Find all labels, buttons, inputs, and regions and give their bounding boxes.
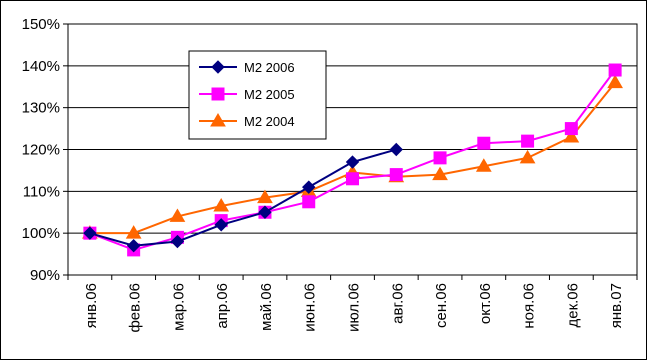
x-tick-label: фев.06 <box>127 283 144 333</box>
legend-marker <box>210 113 226 127</box>
y-tick-label: 90% <box>30 267 60 284</box>
series-m2-2005 <box>83 63 622 257</box>
legend-entry: M2 2005 <box>199 87 295 102</box>
x-tick-label: окт.06 <box>477 283 494 324</box>
data-point <box>608 63 622 77</box>
data-point <box>433 151 447 165</box>
series-m2-2006 <box>83 142 403 253</box>
legend-marker <box>211 60 225 74</box>
y-tick-label: 110% <box>23 183 60 200</box>
y-tick-label: 100% <box>22 225 60 242</box>
series-line <box>89 148 397 247</box>
legend-marker <box>211 87 225 101</box>
data-point <box>563 128 580 143</box>
data-point <box>607 74 623 89</box>
data-point <box>475 158 492 172</box>
data-point <box>519 149 536 164</box>
series <box>82 63 623 257</box>
data-point <box>345 155 360 169</box>
data-point <box>169 208 186 222</box>
x-tick-label: дек.06 <box>564 283 581 328</box>
y-tick-label: 120% <box>22 142 60 159</box>
data-point <box>125 225 142 239</box>
x-tick-label: сен.06 <box>433 283 450 328</box>
y-tick-label: 140% <box>22 58 60 75</box>
data-point <box>170 234 185 249</box>
legend-label: M2 2005 <box>244 87 295 102</box>
x-tick-label: янв.07 <box>608 283 625 328</box>
data-point <box>83 226 97 240</box>
x-tick-label: июн.06 <box>302 283 319 332</box>
legend: M2 2006 M2 2005 M2 2004 <box>188 50 327 140</box>
x-tick-label: мар.06 <box>170 283 187 331</box>
data-point <box>213 197 230 212</box>
data-point <box>477 136 491 150</box>
x-tick-label: янв.06 <box>83 283 100 328</box>
y-tick-label: 150% <box>22 16 60 33</box>
data-point <box>521 134 535 148</box>
data-point <box>564 122 578 136</box>
data-point <box>432 166 448 181</box>
legend-label: M2 2004 <box>244 114 295 129</box>
legend-label: M2 2006 <box>244 60 295 75</box>
y-tick-label: 130% <box>22 100 60 117</box>
axes: 90% 100% 110% 120% 130% 140% 150% янв.06 фев.06 м… <box>22 16 638 333</box>
x-tick-label: май.06 <box>258 283 275 331</box>
x-tick-label: июл.06 <box>346 283 363 332</box>
data-point <box>302 180 316 194</box>
data-point <box>302 195 316 209</box>
x-tick-label: апр.06 <box>214 283 231 329</box>
data-point <box>389 142 403 157</box>
data-point <box>258 205 272 219</box>
x-tick-label: авг.06 <box>389 283 406 324</box>
data-point <box>389 168 403 182</box>
data-point <box>126 239 141 253</box>
data-point <box>257 189 273 204</box>
data-point <box>214 218 228 232</box>
x-tick-label: ноя.06 <box>521 283 538 329</box>
legend-entry: M2 2006 <box>199 60 295 75</box>
data-point <box>346 172 359 186</box>
legend-entry: M2 2004 <box>199 113 295 129</box>
